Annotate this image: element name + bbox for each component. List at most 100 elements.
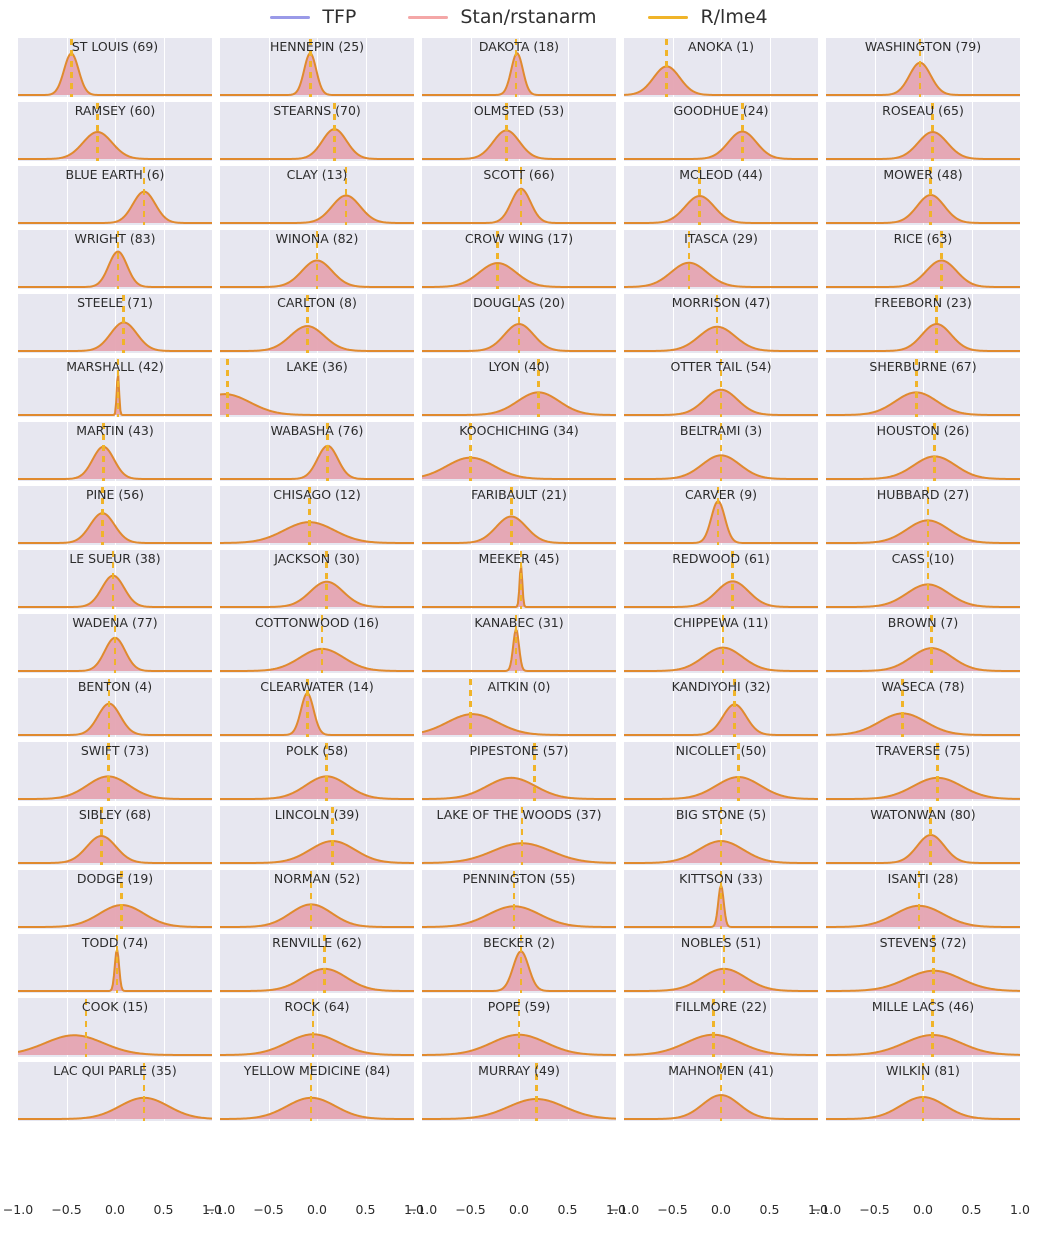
- density-panel[interactable]: LYON (40): [422, 358, 616, 417]
- density-panel[interactable]: LAC QUI PARLE (35): [18, 1062, 212, 1121]
- density-panel[interactable]: CHISAGO (12): [220, 486, 414, 545]
- density-panel[interactable]: WILKIN (81): [826, 1062, 1020, 1121]
- density-panel[interactable]: BROWN (7): [826, 614, 1020, 673]
- density-panel[interactable]: PIPESTONE (57): [422, 742, 616, 801]
- gridline: [874, 358, 876, 417]
- gridline: [923, 742, 924, 801]
- density-panel[interactable]: KANABEC (31): [422, 614, 616, 673]
- density-panel[interactable]: BIG STONE (5): [624, 806, 818, 865]
- density-fill-stan: [826, 1034, 1020, 1055]
- density-panel[interactable]: KITTSON (33): [624, 870, 818, 929]
- density-panel[interactable]: JACKSON (30): [220, 550, 414, 609]
- density-panel[interactable]: BLUE EARTH (6): [18, 166, 212, 225]
- density-panel[interactable]: BELTRAMI (3): [624, 422, 818, 481]
- legend-entry-r-lme4[interactable]: R/lme4: [648, 6, 768, 28]
- density-panel[interactable]: CARVER (9): [624, 486, 818, 545]
- density-panel[interactable]: DOUGLAS (20): [422, 294, 616, 353]
- density-panel[interactable]: AITKIN (0): [422, 678, 616, 737]
- density-panel[interactable]: NICOLLET (50): [624, 742, 818, 801]
- density-panel[interactable]: GOODHUE (24): [624, 102, 818, 161]
- density-panel[interactable]: PINE (56): [18, 486, 212, 545]
- density-panel[interactable]: LE SUEUR (38): [18, 550, 212, 609]
- legend-entry-tfp[interactable]: TFP: [270, 6, 356, 28]
- density-panel[interactable]: WATONWAN (80): [826, 806, 1020, 865]
- density-panel[interactable]: CARLTON (8): [220, 294, 414, 353]
- density-panel[interactable]: FARIBAULT (21): [422, 486, 616, 545]
- density-panel[interactable]: SHERBURNE (67): [826, 358, 1020, 417]
- density-panel[interactable]: WINONA (82): [220, 230, 414, 289]
- density-panel[interactable]: HENNEPIN (25): [220, 38, 414, 97]
- density-panel[interactable]: MEEKER (45): [422, 550, 616, 609]
- density-panel[interactable]: MCLEOD (44): [624, 166, 818, 225]
- density-fill-stan: [220, 776, 414, 799]
- density-panel[interactable]: REDWOOD (61): [624, 550, 818, 609]
- density-panel[interactable]: ST LOUIS (69): [18, 38, 212, 97]
- density-panel[interactable]: WRIGHT (83): [18, 230, 212, 289]
- density-panel[interactable]: DODGE (19): [18, 870, 212, 929]
- density-panel[interactable]: CLEARWATER (14): [220, 678, 414, 737]
- density-panel[interactable]: ANOKA (1): [624, 38, 818, 97]
- density-panel[interactable]: STEARNS (70): [220, 102, 414, 161]
- density-panel[interactable]: COOK (15): [18, 998, 212, 1057]
- density-panel[interactable]: TODD (74): [18, 934, 212, 993]
- density-panel[interactable]: NOBLES (51): [624, 934, 818, 993]
- density-panel[interactable]: FREEBORN (23): [826, 294, 1020, 353]
- density-panel[interactable]: CLAY (13): [220, 166, 414, 225]
- density-panel[interactable]: POPE (59): [422, 998, 616, 1057]
- density-panel[interactable]: POLK (58): [220, 742, 414, 801]
- density-panel[interactable]: SWIFT (73): [18, 742, 212, 801]
- density-panel[interactable]: RICE (63): [826, 230, 1020, 289]
- density-panel[interactable]: TRAVERSE (75): [826, 742, 1020, 801]
- density-panel[interactable]: HOUSTON (26): [826, 422, 1020, 481]
- density-panel[interactable]: RENVILLE (62): [220, 934, 414, 993]
- estimate-vline: [926, 550, 930, 609]
- density-panel[interactable]: STEELE (71): [18, 294, 212, 353]
- density-panel[interactable]: CHIPPEWA (11): [624, 614, 818, 673]
- density-panel[interactable]: MILLE LACS (46): [826, 998, 1020, 1057]
- density-panel[interactable]: ROCK (64): [220, 998, 414, 1057]
- density-panel[interactable]: OTTER TAIL (54): [624, 358, 818, 417]
- density-panel[interactable]: LAKE (36): [220, 358, 414, 417]
- density-panel[interactable]: ROSEAU (65): [826, 102, 1020, 161]
- density-panel[interactable]: RAMSEY (60): [18, 102, 212, 161]
- density-panel[interactable]: SCOTT (66): [422, 166, 616, 225]
- density-panel[interactable]: YELLOW MEDICINE (84): [220, 1062, 414, 1121]
- density-panel[interactable]: BENTON (4): [18, 678, 212, 737]
- density-panel[interactable]: WADENA (77): [18, 614, 212, 673]
- gridline: [317, 166, 318, 225]
- estimate-vline: [931, 102, 934, 161]
- density-panel[interactable]: FILLMORE (22): [624, 998, 818, 1057]
- density-panel[interactable]: HUBBARD (27): [826, 486, 1020, 545]
- density-panel[interactable]: BECKER (2): [422, 934, 616, 993]
- density-panel[interactable]: MORRISON (47): [624, 294, 818, 353]
- gridline: [672, 678, 674, 737]
- density-panel[interactable]: KANDIYOHI (32): [624, 678, 818, 737]
- density-panel[interactable]: SIBLEY (68): [18, 806, 212, 865]
- density-panel[interactable]: COTTONWOOD (16): [220, 614, 414, 673]
- density-panel[interactable]: OLMSTED (53): [422, 102, 616, 161]
- density-panel[interactable]: MURRAY (49): [422, 1062, 616, 1121]
- density-panel[interactable]: WASHINGTON (79): [826, 38, 1020, 97]
- density-panel[interactable]: CROW WING (17): [422, 230, 616, 289]
- density-panel[interactable]: LINCOLN (39): [220, 806, 414, 865]
- density-panel[interactable]: ISANTI (28): [826, 870, 1020, 929]
- density-panel[interactable]: MARSHALL (42): [18, 358, 212, 417]
- gridline: [317, 998, 318, 1057]
- density-curves: [18, 948, 212, 992]
- density-panel[interactable]: CASS (10): [826, 550, 1020, 609]
- density-panel[interactable]: MAHNOMEN (41): [624, 1062, 818, 1121]
- estimate-vline: [102, 422, 105, 481]
- density-panel[interactable]: MOWER (48): [826, 166, 1020, 225]
- density-panel[interactable]: MARTIN (43): [18, 422, 212, 481]
- density-panel[interactable]: STEVENS (72): [826, 934, 1020, 993]
- density-panel[interactable]: DAKOTA (18): [422, 38, 616, 97]
- density-panel[interactable]: KOOCHICHING (34): [422, 422, 616, 481]
- gridline: [66, 230, 68, 289]
- density-panel[interactable]: WABASHA (76): [220, 422, 414, 481]
- density-panel[interactable]: ITASCA (29): [624, 230, 818, 289]
- legend-entry-stan-rstanarm[interactable]: Stan/rstanarm: [408, 6, 596, 28]
- density-panel[interactable]: PENNINGTON (55): [422, 870, 616, 929]
- density-panel[interactable]: WASECA (78): [826, 678, 1020, 737]
- density-panel[interactable]: LAKE OF THE WOODS (37): [422, 806, 616, 865]
- density-panel[interactable]: NORMAN (52): [220, 870, 414, 929]
